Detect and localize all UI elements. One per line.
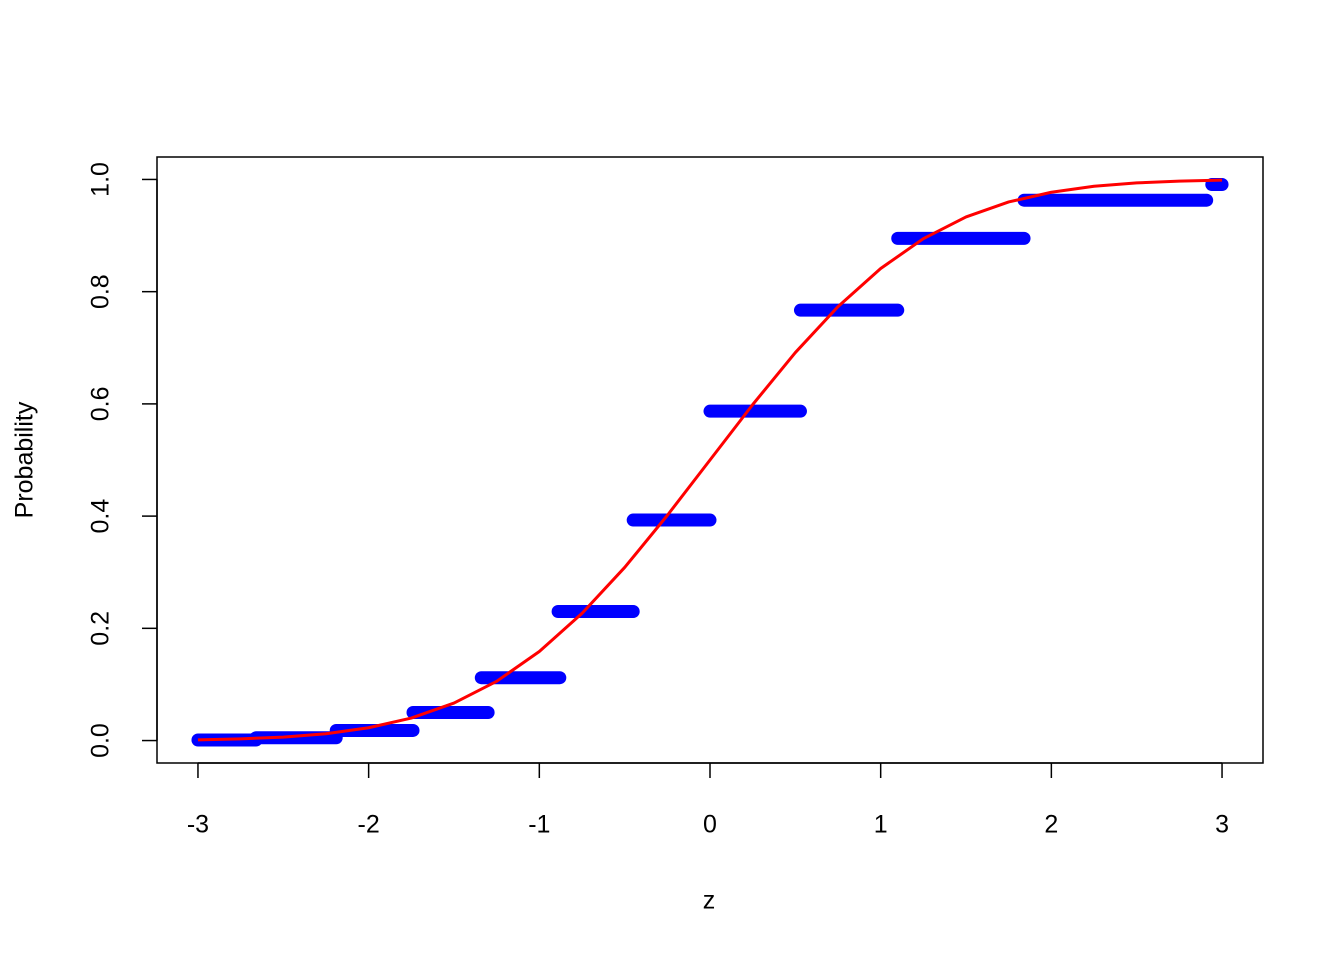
x-tick-label: -1: [528, 811, 550, 839]
x-tick-label: 3: [1215, 811, 1229, 839]
y-tick-label: 0.4: [87, 499, 115, 534]
y-axis-label: Probability: [11, 401, 39, 518]
x-axis-label: z: [703, 887, 716, 915]
y-tick-label: 0.2: [87, 611, 115, 646]
x-tick-label: -3: [187, 811, 209, 839]
y-tick-label: 0.0: [87, 723, 115, 758]
x-tick-label: 1: [874, 811, 888, 839]
x-tick-label: 2: [1044, 811, 1058, 839]
y-tick-label: 0.6: [87, 387, 115, 422]
y-tick-label: 1.0: [87, 162, 115, 197]
cdf-curve: [197, 178, 1223, 742]
x-tick-label: -2: [358, 811, 380, 839]
y-tick-label: 0.8: [87, 274, 115, 309]
x-tick-label: 0: [703, 811, 717, 839]
